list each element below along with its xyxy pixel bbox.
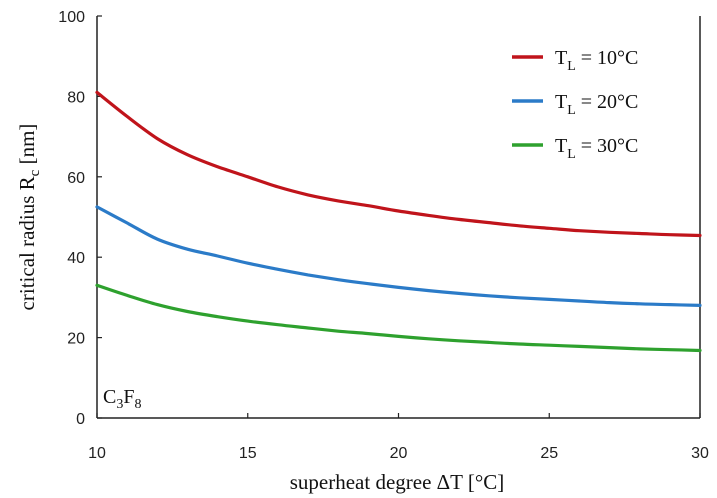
y-tick-label: 100 — [58, 9, 85, 26]
annotation-sub-3: 3 — [116, 397, 123, 412]
compound-annotation: C3F8 — [103, 386, 141, 412]
y-tick-label: 40 — [67, 250, 85, 267]
y-axis-title-main: critical radius R — [15, 176, 39, 310]
x-tick-label: 30 — [691, 445, 709, 462]
x-tick-label: 15 — [239, 445, 257, 462]
legend-label-1: TL = 10°C — [555, 47, 638, 74]
series-line-3 — [95, 283, 702, 353]
x-tick-label: 25 — [540, 445, 558, 462]
annotation-c: C — [103, 386, 116, 408]
x-tick-label: 20 — [390, 445, 408, 462]
series-line-2 — [95, 205, 702, 307]
annotation-f: F — [123, 386, 134, 408]
x-axis-title: superheat degree ΔT [°C] — [290, 470, 505, 494]
y-axis-title-unit: [nm] — [15, 124, 39, 170]
legend: TL = 10°C TL = 20°C TL = 30°C — [512, 47, 638, 162]
annotation-sub-8: 8 — [134, 397, 141, 412]
y-tick-label: 0 — [76, 411, 85, 428]
y-axis-title: critical radius Rc [nm] — [15, 124, 43, 311]
y-tick-label: 60 — [67, 170, 85, 187]
axes: 0 20 40 60 80 100 10 15 20 25 30 — [58, 9, 709, 462]
y-tick-label: 80 — [67, 89, 85, 106]
legend-label-3: TL = 30°C — [555, 135, 638, 162]
y-axis-title-sub: c — [27, 169, 43, 176]
series-layer — [95, 90, 702, 353]
y-tick-label: 20 — [67, 331, 85, 348]
series-line-1 — [95, 90, 702, 238]
x-tick-label: 10 — [88, 445, 106, 462]
legend-label-2: TL = 20°C — [555, 91, 638, 118]
